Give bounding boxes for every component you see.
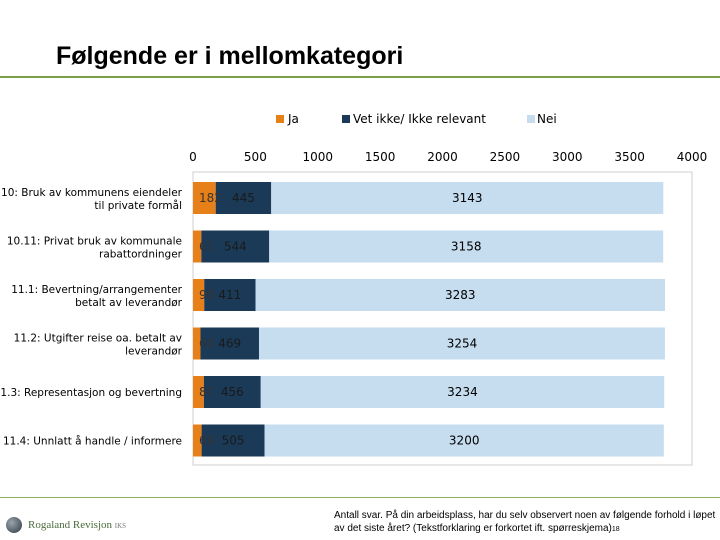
data-label-vet-ikke: 469: [218, 337, 241, 351]
logo-suffix: IKS: [114, 522, 127, 530]
x-tick-label: 2500: [490, 150, 521, 164]
data-label-vet-ikke: 456: [221, 385, 244, 399]
footer-divider: [0, 497, 720, 498]
bar-segment: [193, 230, 202, 263]
x-tick-label: 500: [244, 150, 267, 164]
data-label-nei: 3283: [445, 288, 476, 302]
title-divider: [0, 76, 720, 78]
bar-segment: [201, 424, 265, 457]
bar-segment: [215, 182, 272, 214]
logo-mark-icon: [6, 517, 22, 533]
category-label: betalt av leverandør: [75, 297, 183, 309]
category-label: 10.11: Privat bruk av kommunale: [7, 236, 182, 248]
data-label-vet-ikke: 411: [218, 288, 241, 302]
data-label-vet-ikke: 445: [232, 191, 255, 205]
data-label-ja: 90: [199, 288, 214, 302]
footnote: Antall svar. På din arbeidsplass, har du…: [334, 509, 718, 536]
logo: Rogaland Revisjon IKS: [6, 514, 126, 536]
x-tick-label: 4000: [677, 150, 708, 164]
bar-segment: [193, 279, 205, 311]
data-label-ja: 60: [199, 337, 214, 351]
data-label-nei: 3200: [449, 434, 480, 448]
plot-area: [192, 171, 693, 466]
footnote-text: Antall svar. På din arbeidsplass, har du…: [334, 510, 716, 534]
page-title: Følgende er i mellomkategori: [56, 42, 404, 70]
bar-segment: [269, 230, 664, 263]
category-label: rabattordninger: [99, 249, 183, 261]
data-label-ja: 182: [199, 191, 222, 205]
bar-segment: [264, 424, 664, 457]
data-label-ja: 67: [199, 240, 214, 254]
data-label-vet-ikke: 544: [224, 240, 247, 254]
bar-segment: [193, 424, 202, 457]
x-tick-label: 3000: [552, 150, 583, 164]
bar-segment: [201, 230, 270, 263]
category-label: 11.1: Bevertning/arrangementer: [11, 284, 182, 296]
legend-swatch: [276, 115, 284, 123]
data-label-ja: 87: [199, 385, 214, 399]
bar-segment: [260, 376, 665, 408]
logo-text: Rogaland Revisjon: [28, 519, 113, 531]
legend-label: Vet ikke/ Ikke relevant: [353, 112, 486, 126]
category-label: leverandør: [125, 346, 183, 358]
stacked-bar-chart: 0 500 1000 1500 2000 2500 3000 3500 4000 Ja Vet ik…: [0, 112, 708, 466]
bar-segment: [271, 182, 664, 214]
bar-segment: [193, 376, 204, 408]
legend-swatch: [527, 115, 535, 123]
x-tick-label: 3500: [614, 150, 645, 164]
bar-segment: [203, 376, 261, 408]
bar-segment: [204, 279, 256, 311]
legend-swatch: [342, 115, 350, 123]
data-label-ja: 69: [199, 434, 214, 448]
legend-label: Nei: [537, 112, 557, 126]
x-tick-label: 0: [189, 150, 197, 164]
bar-segment: [193, 327, 201, 360]
x-tick-label: 1500: [365, 150, 396, 164]
data-label-nei: 3143: [452, 191, 483, 205]
bar-segment: [255, 279, 666, 311]
data-label-nei: 3234: [447, 385, 478, 399]
page-number: 18: [611, 526, 620, 533]
bar-segment: [193, 182, 216, 214]
legend-label: Ja: [287, 112, 299, 126]
bar-segment: [200, 327, 259, 360]
category-label: til private formål: [94, 199, 182, 212]
data-label-nei: 3158: [451, 240, 482, 254]
x-tick-label: 1000: [302, 150, 333, 164]
bar-segment: [258, 327, 665, 360]
x-tick-label: 2000: [427, 150, 458, 164]
category-label: 11.2: Utgifter reise oa. betalt av: [14, 333, 182, 345]
category-label: 11.3: Representasjon og bevertning: [0, 387, 182, 399]
category-label: 11.4: Unnlatt å handle / informere: [3, 435, 182, 448]
data-label-nei: 3254: [447, 337, 478, 351]
data-label-vet-ikke: 505: [222, 434, 245, 448]
category-label: 10.10: Bruk av kommunens eiendeler: [0, 187, 183, 199]
